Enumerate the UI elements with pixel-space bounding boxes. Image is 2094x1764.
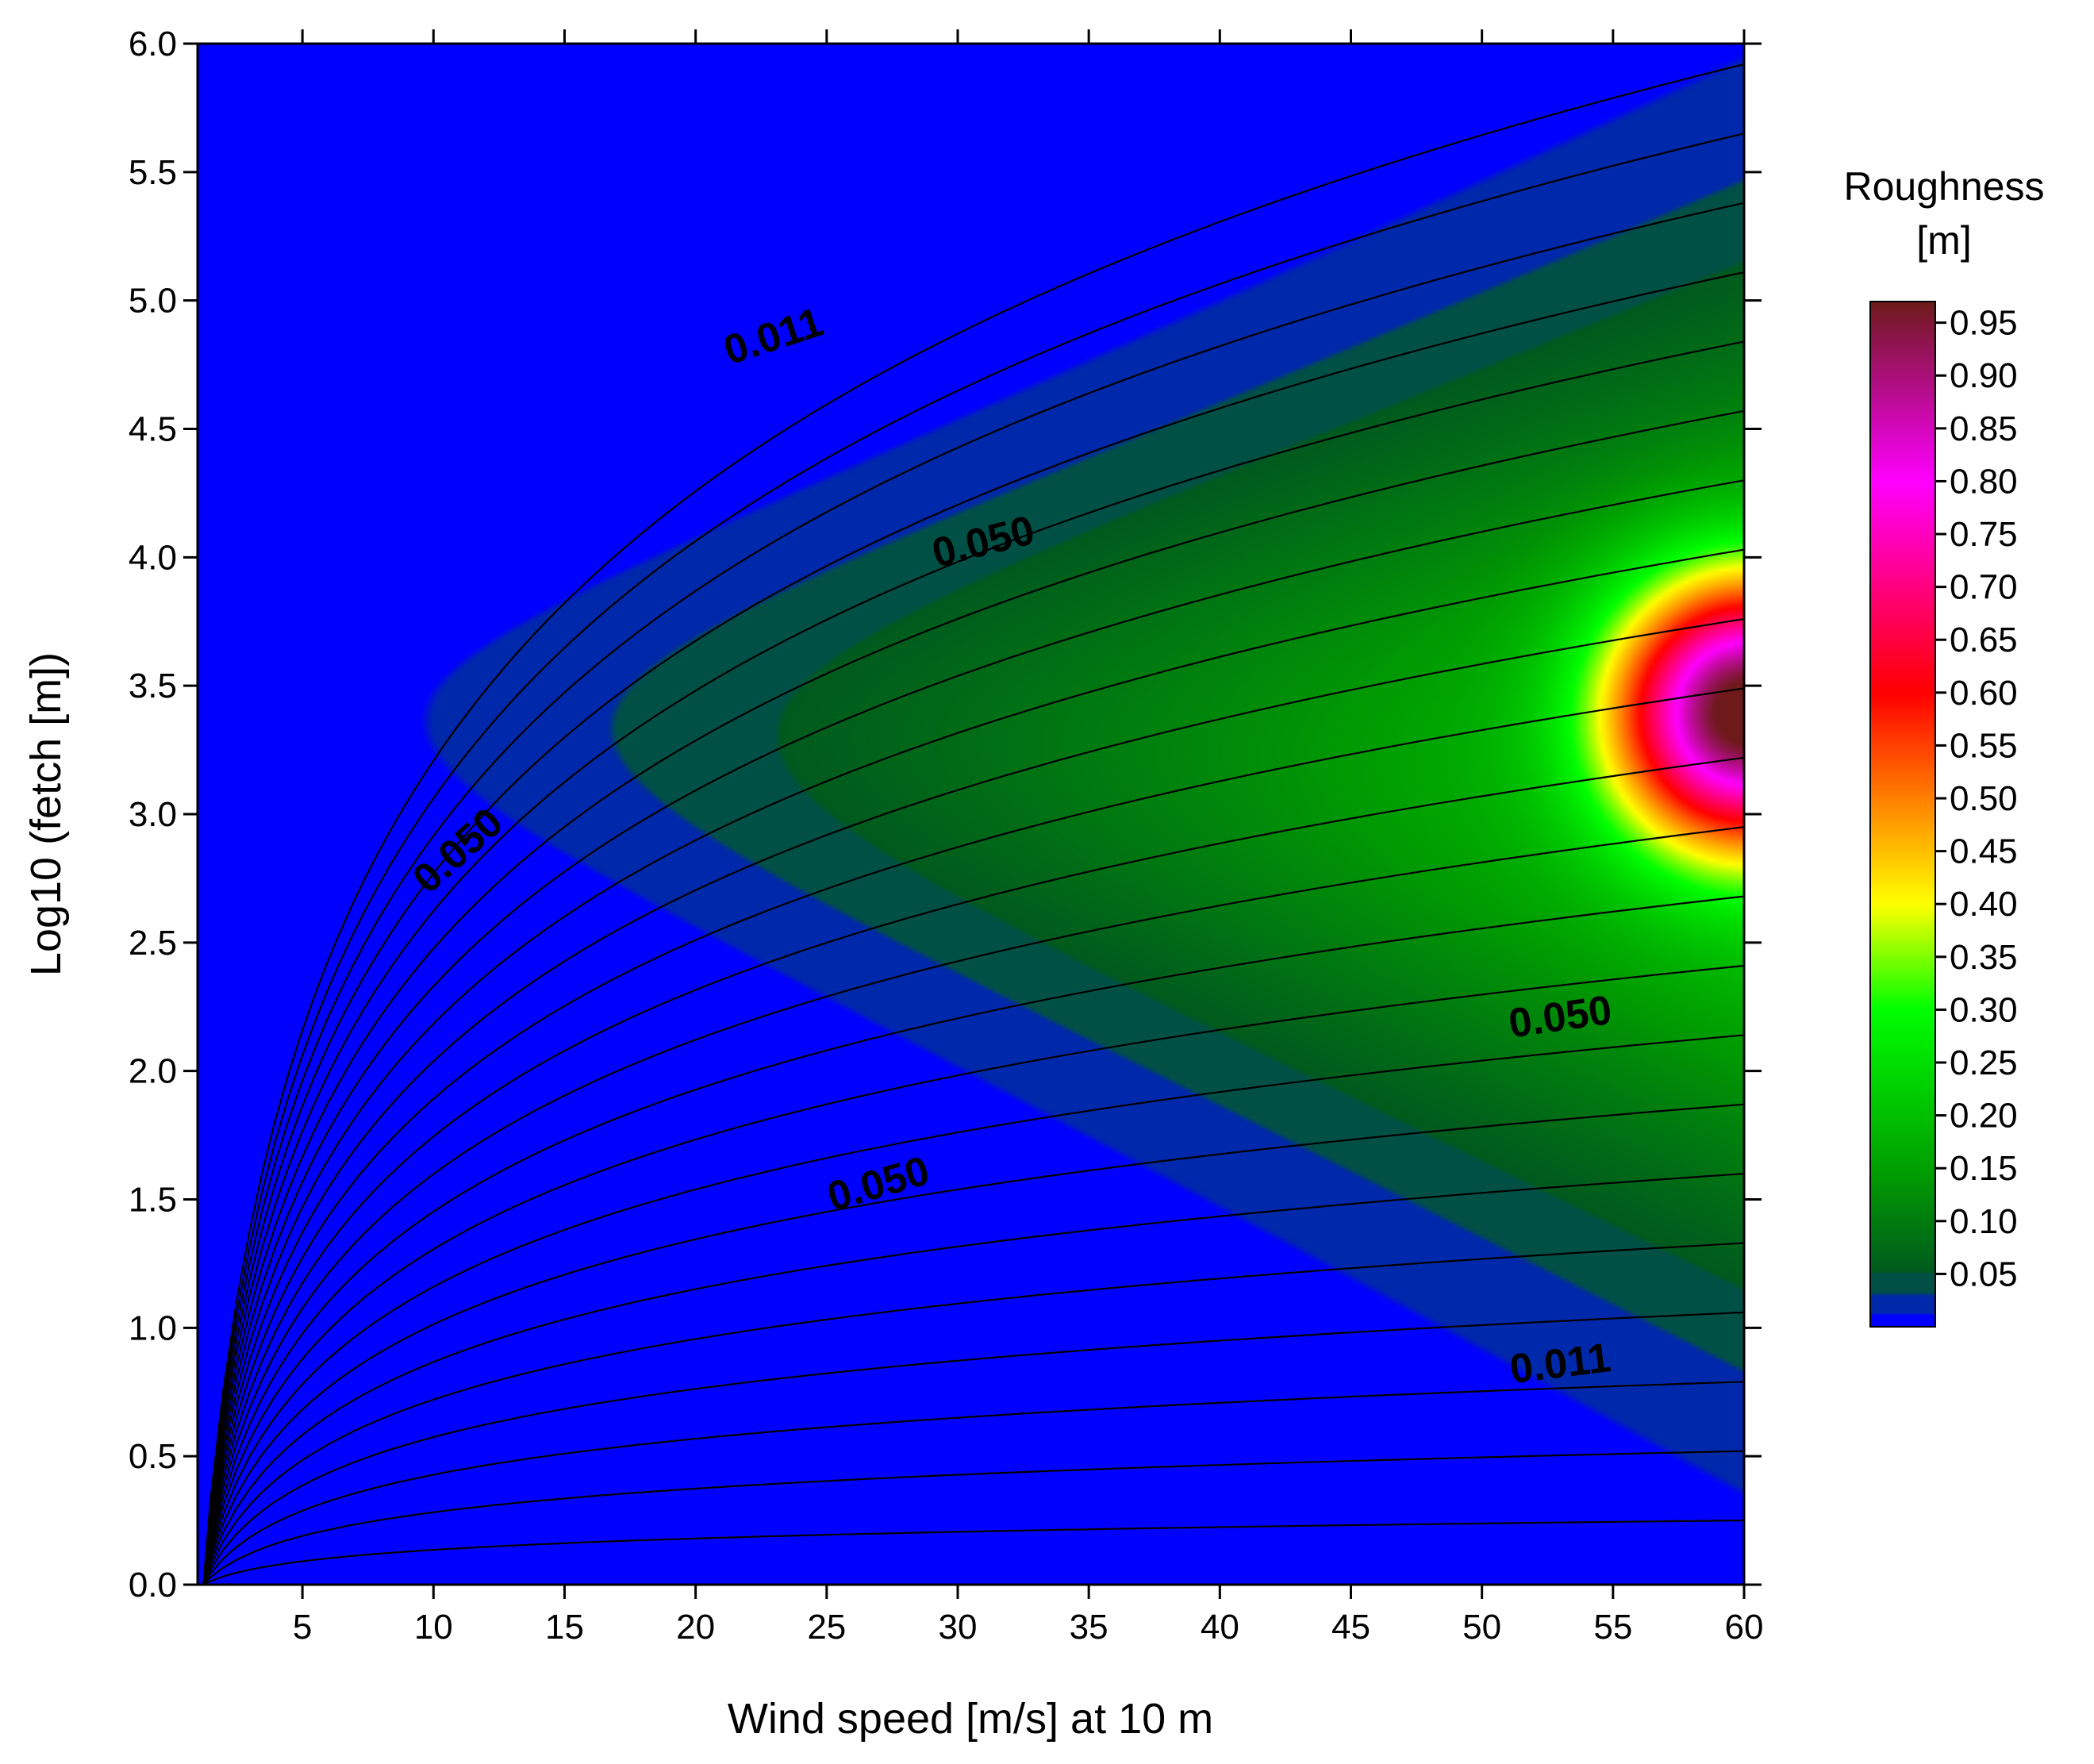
colorbar-tick-label: 0.15: [1950, 1149, 2018, 1188]
contour-line: [202, 271, 1744, 1585]
contour-line: [202, 548, 1744, 1585]
contour-line: [202, 895, 1744, 1585]
y-tick-label: 0.0: [129, 1566, 177, 1605]
y-tick-label: 1.0: [129, 1309, 177, 1347]
contour-line: [202, 1381, 1744, 1585]
colorbar-tick-label: 0.50: [1950, 779, 2018, 818]
colorbar-tick-label: 0.95: [1950, 304, 2018, 343]
colorbar-tick-label: 0.05: [1950, 1255, 2018, 1293]
x-tick-label: 55: [1593, 1608, 1632, 1647]
colorbar-tick-label: 0.30: [1950, 990, 2018, 1029]
colorbar-tick-label: 0.10: [1950, 1202, 2018, 1241]
colorbar-title: Roughness: [1844, 164, 2045, 209]
y-axis: 0.0 0.5 1.0 1.5 2.0 2.5 3.0 3.5 4.0 4.5 5.0 5.5 6.0: [129, 25, 1762, 1605]
colorbar-tick-label: 0.45: [1950, 832, 2018, 871]
y-tick-label: 3.5: [129, 667, 177, 705]
colorbar-image: [1870, 302, 1935, 1327]
colorbar-tick-label: 0.55: [1950, 726, 2018, 765]
colorbar-tick-label: 0.75: [1950, 515, 2018, 554]
colorbar-tick-label: 0.20: [1950, 1097, 2018, 1136]
contour-line: [202, 1311, 1744, 1585]
contour-line: [202, 1103, 1744, 1585]
colorbar-tick-label: 0.65: [1950, 621, 2018, 659]
x-tick-label: 40: [1201, 1608, 1239, 1647]
x-axis-label: Wind speed [m/s] at 10 m: [728, 1695, 1213, 1743]
x-tick-label: 5: [293, 1608, 312, 1647]
x-tick-label: 60: [1725, 1608, 1764, 1647]
contour-line: [202, 964, 1744, 1585]
colorbar-ticks: 0.95 0.90 0.85 0.80 0.75 0.70 0.65 0.60 0.55 0.50…: [1935, 304, 2018, 1293]
contour-line: [202, 826, 1744, 1585]
colorbar-tick-label: 0.35: [1950, 938, 2018, 977]
contour-line: [202, 1450, 1744, 1585]
colorbar: Roughness [m] 0.950.900.850.800.750.700.…: [1844, 164, 2045, 1328]
colorbar-tick-label: 0.85: [1950, 409, 2018, 448]
colorbar-gradient: [1869, 301, 1936, 1328]
contour-line: [202, 409, 1744, 1585]
contour-line: [202, 1034, 1744, 1585]
x-tick-label: 50: [1462, 1608, 1501, 1647]
y-tick-label: 4.0: [129, 538, 177, 577]
x-tick-label: 35: [1070, 1608, 1108, 1647]
colorbar-tick-label: 0.90: [1950, 356, 2018, 395]
y-tick-label: 1.5: [129, 1181, 177, 1220]
y-tick-label: 5.0: [129, 282, 177, 321]
contour-lines: [202, 63, 1744, 1585]
colorbar-tick-label: 0.40: [1950, 885, 2018, 924]
contour-line: [202, 1242, 1744, 1585]
x-tick-label: 30: [939, 1608, 978, 1647]
y-tick-label: 3.0: [129, 795, 177, 834]
x-tick-label: 45: [1331, 1608, 1370, 1647]
y-tick-label: 0.5: [129, 1437, 177, 1476]
y-tick-label: 6.0: [129, 25, 177, 63]
x-axis: 5 10 15 20 25 30 35 40 45 50 55 60: [293, 29, 1764, 1647]
contour-line: [202, 1520, 1744, 1585]
x-tick-label: 20: [676, 1608, 715, 1647]
contour-line: [202, 63, 1744, 1585]
colorbar-unit: [m]: [1916, 218, 1971, 263]
contour-line: [202, 756, 1744, 1585]
y-tick-label: 2.5: [129, 924, 177, 963]
x-tick-label: 25: [807, 1608, 846, 1647]
colorbar-tick-label: 0.60: [1950, 674, 2018, 713]
x-tick-label: 15: [545, 1608, 584, 1647]
contour-line: [202, 687, 1744, 1585]
contour-line: [202, 340, 1744, 1585]
contour-line: [202, 617, 1744, 1585]
contour-line: [202, 202, 1744, 1585]
colorbar-tick-label: 0.25: [1950, 1043, 2018, 1082]
y-tick-label: 4.5: [129, 410, 177, 449]
colorbar-tick-label: 0.80: [1950, 462, 2018, 501]
y-axis-label: Log10 (fetch [m]): [22, 652, 70, 976]
contour-line: [202, 133, 1744, 1585]
x-tick-label: 10: [414, 1608, 453, 1647]
y-tick-label: 5.5: [129, 153, 177, 192]
contour-line: [202, 1173, 1744, 1585]
contour-line: [202, 479, 1744, 1585]
y-tick-label: 2.0: [129, 1052, 177, 1091]
colorbar-tick-label: 0.70: [1950, 568, 2018, 607]
roughness-heatmap: [198, 44, 1744, 1585]
